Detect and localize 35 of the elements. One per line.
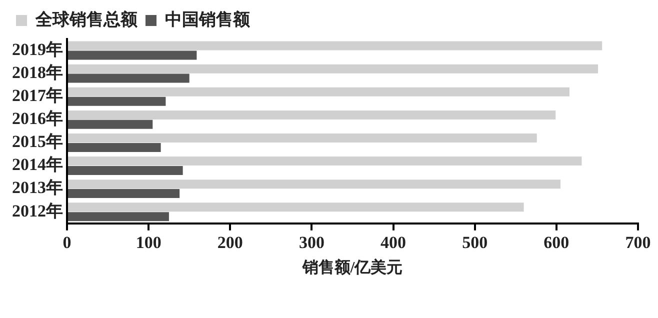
x-tick-label: 100	[136, 232, 162, 252]
x-tick-label: 700	[625, 232, 651, 252]
bar	[68, 74, 190, 83]
y-tick-label: 2016年	[12, 109, 63, 128]
bar	[68, 96, 166, 106]
y-tick-label: 2018年	[12, 62, 63, 82]
y-tick-label: 2017年	[12, 86, 63, 106]
legend-label: 全球销售总额	[34, 10, 138, 29]
bar	[68, 166, 183, 175]
y-tick-label: 2019年	[12, 40, 63, 59]
bar	[68, 189, 180, 198]
x-tick-label: 300	[298, 232, 324, 252]
x-tick-label: 500	[462, 232, 488, 252]
x-tick-label: 0	[62, 232, 72, 252]
bar	[68, 142, 161, 152]
bar	[68, 202, 524, 212]
y-tick-label: 2014年	[12, 155, 63, 174]
x-axis-title: 销售额/亿美元	[301, 258, 403, 277]
bar	[68, 50, 197, 60]
y-tick-label: 2013年	[12, 178, 63, 198]
x-tick-label: 400	[380, 232, 406, 252]
bar	[68, 87, 570, 96]
bar	[68, 64, 598, 74]
bar	[68, 134, 537, 142]
x-tick-label: 200	[217, 232, 243, 252]
bar	[68, 110, 556, 120]
bar	[68, 156, 582, 166]
y-tick-label: 2012年	[12, 201, 63, 220]
bar	[68, 41, 602, 50]
bar	[68, 180, 561, 189]
x-tick-label: 600	[544, 232, 570, 252]
bar	[68, 120, 153, 129]
legend-label: 中国销售额	[165, 10, 251, 29]
y-tick-label: 2015年	[12, 132, 63, 152]
bar	[68, 212, 169, 222]
